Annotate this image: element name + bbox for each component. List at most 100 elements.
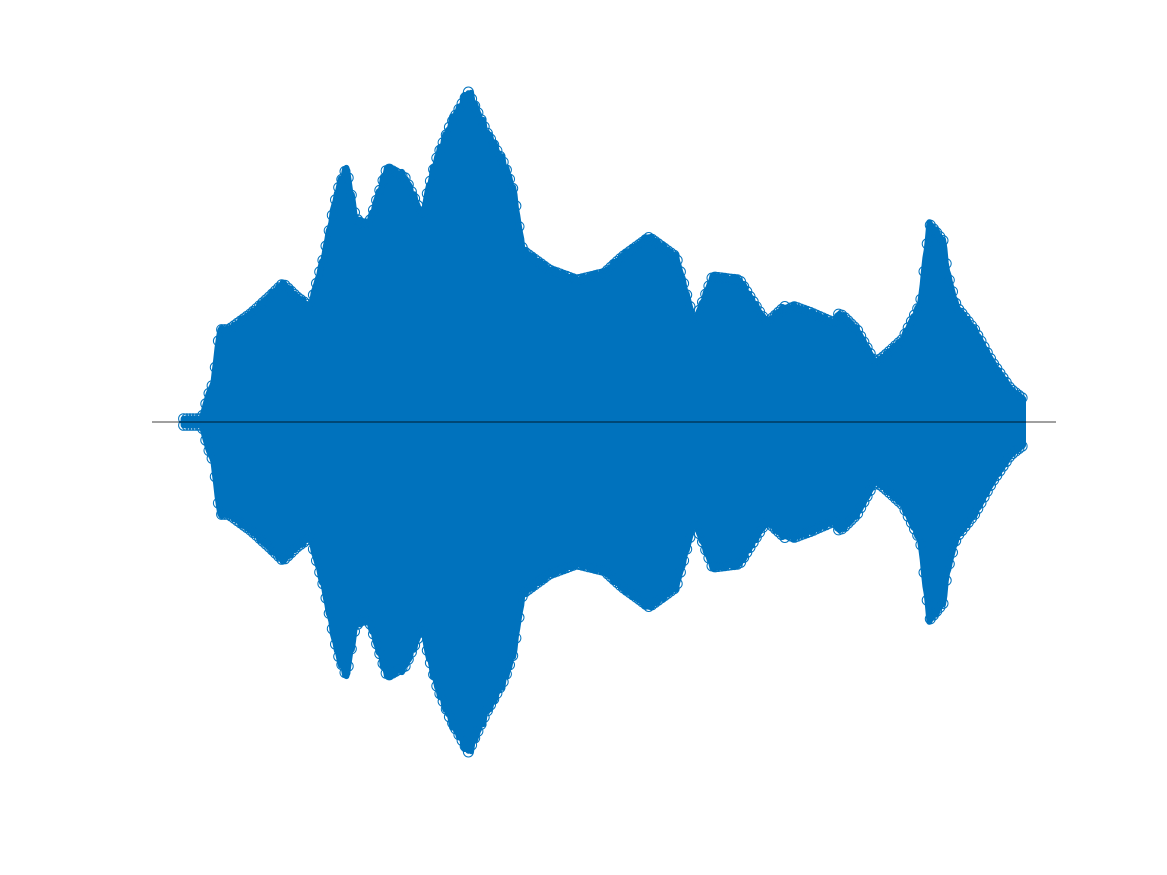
data-point-marker bbox=[864, 485, 876, 496]
data-point-marker bbox=[409, 639, 421, 651]
data-point-marker bbox=[972, 329, 984, 341]
data-point-marker bbox=[674, 266, 686, 278]
data-point-marker bbox=[969, 324, 981, 336]
data-point-marker bbox=[190, 413, 202, 425]
data-point-marker bbox=[700, 288, 712, 300]
data-point-marker bbox=[323, 225, 335, 237]
data-point-marker bbox=[836, 523, 848, 535]
data-point-marker bbox=[890, 492, 901, 504]
data-point-marker bbox=[475, 114, 487, 126]
data-point-marker bbox=[326, 209, 338, 221]
data-point-marker bbox=[244, 524, 256, 536]
data-point-marker bbox=[368, 204, 379, 216]
data-point-marker bbox=[469, 100, 481, 112]
data-point-marker bbox=[684, 532, 696, 543]
data-point-marker bbox=[437, 137, 449, 149]
data-point-marker bbox=[608, 574, 620, 586]
data-point-marker bbox=[282, 550, 294, 562]
data-point-marker bbox=[409, 193, 421, 205]
data-point-marker bbox=[703, 280, 715, 292]
data-point-marker bbox=[975, 335, 987, 347]
data-point-marker bbox=[950, 297, 962, 309]
data-point-marker bbox=[839, 520, 851, 532]
data-point-marker bbox=[266, 544, 278, 556]
data-point-marker bbox=[671, 254, 683, 266]
data-point-marker bbox=[602, 264, 614, 276]
data-point-marker bbox=[421, 644, 433, 656]
data-point-marker bbox=[852, 508, 864, 520]
data-point-marker bbox=[368, 628, 379, 640]
data-point-marker bbox=[440, 129, 452, 141]
data-point-marker bbox=[975, 497, 987, 509]
data-point-marker bbox=[684, 301, 696, 312]
data-point-marker bbox=[947, 286, 958, 298]
data-point-marker bbox=[488, 693, 500, 705]
data-point-marker bbox=[364, 618, 376, 630]
data-point-marker bbox=[203, 387, 215, 399]
data-point-marker bbox=[266, 288, 278, 300]
data-point-marker bbox=[342, 660, 354, 672]
data-point-marker bbox=[269, 547, 281, 559]
data-point-marker bbox=[605, 261, 617, 273]
data-point-marker bbox=[488, 139, 500, 151]
data-point-marker bbox=[959, 312, 971, 323]
data-point-marker bbox=[877, 351, 889, 363]
data-point-marker bbox=[260, 294, 272, 306]
data-point-marker bbox=[377, 658, 389, 669]
data-point-marker bbox=[829, 315, 841, 327]
data-point-marker bbox=[339, 165, 351, 177]
data-point-marker bbox=[415, 207, 427, 218]
data-point-marker bbox=[953, 529, 965, 541]
data-point-marker bbox=[681, 289, 693, 301]
data-point-marker bbox=[934, 231, 946, 243]
data-point-marker bbox=[902, 322, 914, 334]
data-point-marker bbox=[769, 523, 781, 535]
data-point-marker bbox=[915, 539, 927, 551]
data-point-marker bbox=[285, 285, 297, 297]
data-point-marker bbox=[678, 555, 690, 567]
data-point-marker bbox=[317, 254, 329, 266]
data-point-marker bbox=[893, 337, 905, 349]
data-point-marker bbox=[510, 632, 522, 644]
data-point-marker bbox=[456, 98, 468, 109]
data-point-marker bbox=[605, 571, 617, 583]
data-point-marker bbox=[1003, 451, 1015, 463]
data-point-marker bbox=[962, 517, 974, 528]
data-point-marker bbox=[304, 532, 316, 543]
data-point-marker bbox=[472, 725, 484, 737]
data-point-marker bbox=[497, 676, 509, 688]
data-point-marker bbox=[611, 256, 623, 267]
data-point-marker bbox=[478, 711, 490, 723]
data-point-marker bbox=[928, 609, 939, 621]
data-point-marker bbox=[985, 480, 996, 491]
data-point-marker bbox=[494, 150, 506, 162]
data-point-marker bbox=[845, 514, 857, 526]
data-point-marker bbox=[352, 214, 364, 226]
data-point-marker bbox=[852, 324, 864, 336]
data-point-marker bbox=[842, 517, 854, 529]
data-point-marker bbox=[858, 496, 870, 508]
data-point-marker bbox=[462, 746, 474, 758]
data-point-marker bbox=[1013, 443, 1025, 455]
data-point-marker bbox=[200, 398, 212, 410]
data-point-marker bbox=[969, 508, 981, 520]
data-point-marker bbox=[896, 334, 908, 346]
data-point-marker bbox=[194, 419, 205, 431]
data-point-marker bbox=[769, 309, 781, 321]
data-point-marker bbox=[485, 699, 496, 711]
data-point-marker bbox=[931, 605, 943, 617]
data-point-marker bbox=[352, 618, 364, 630]
data-point-marker bbox=[206, 380, 218, 392]
data-point-marker bbox=[200, 434, 212, 446]
data-point-marker bbox=[880, 348, 892, 360]
data-point-marker bbox=[412, 200, 424, 211]
data-point-marker bbox=[915, 293, 927, 305]
data-point-marker bbox=[428, 669, 440, 680]
data-point-marker bbox=[326, 623, 338, 635]
data-point-marker bbox=[905, 517, 917, 529]
data-point-marker bbox=[883, 487, 895, 498]
data-point-marker bbox=[681, 543, 693, 555]
data-point-marker bbox=[466, 93, 478, 105]
data-point-marker bbox=[697, 296, 708, 308]
data-point-marker bbox=[507, 182, 519, 194]
